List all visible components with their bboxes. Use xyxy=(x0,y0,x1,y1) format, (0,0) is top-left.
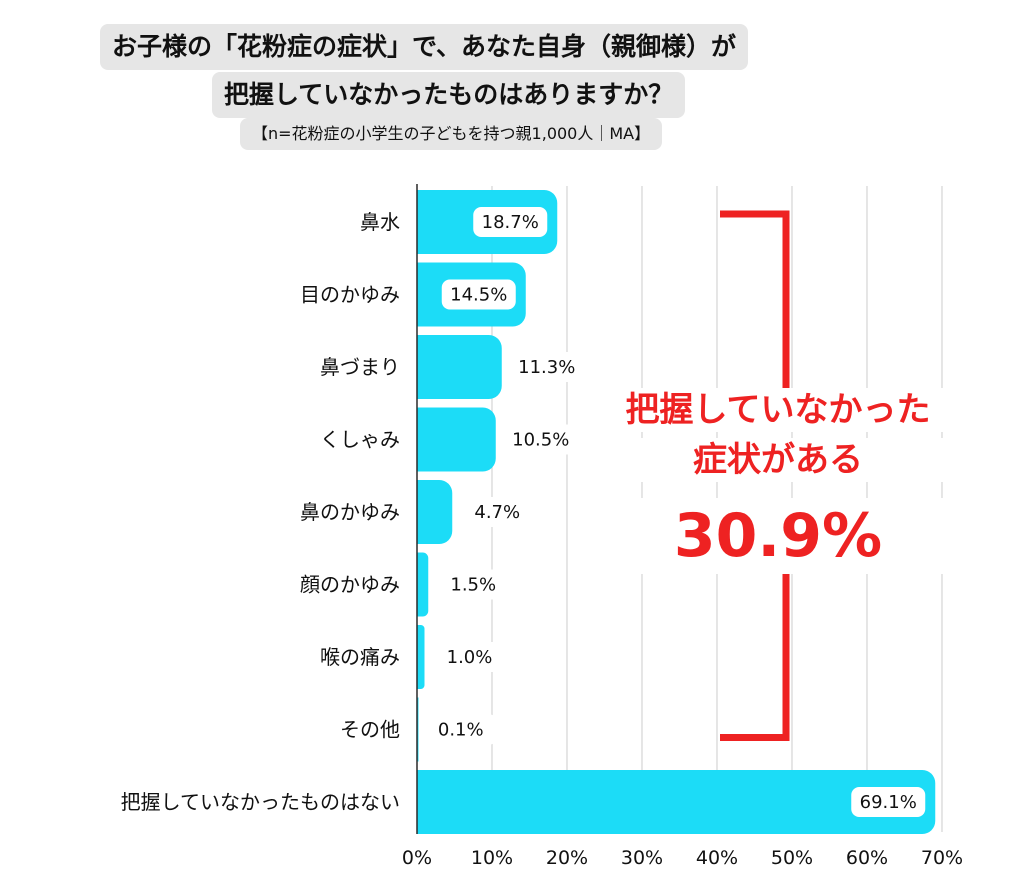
callout-line-1: 把握していなかった xyxy=(600,388,956,432)
value-label-pill xyxy=(460,497,535,527)
value-label-pill xyxy=(432,642,507,672)
value-label-pill xyxy=(436,569,511,600)
value-label-pill xyxy=(503,424,578,455)
chart-title-line-2: 把握していなかったものはありますか？ xyxy=(212,72,686,118)
callout-value: 30.9% xyxy=(600,498,956,574)
category-label: くしゃみ xyxy=(320,428,400,452)
category-label: その他 xyxy=(340,718,400,742)
category-label: 喉の痛み xyxy=(320,645,400,669)
bar xyxy=(403,335,502,399)
bar xyxy=(403,407,496,472)
x-tick-label: 50% xyxy=(771,847,813,869)
callout-line-2: 症状がある xyxy=(600,438,956,482)
x-tick-label: 20% xyxy=(546,847,588,869)
category-label: 鼻のかゆみ xyxy=(300,500,400,524)
axis-mask xyxy=(401,184,417,834)
x-tick-label: 60% xyxy=(846,847,888,869)
value-label: 11.3% xyxy=(518,357,575,378)
value-label: 4.7% xyxy=(474,502,520,523)
category-label: 目のかゆみ xyxy=(300,283,400,307)
category-label: 鼻水 xyxy=(360,210,400,234)
x-tick-label: 30% xyxy=(621,847,663,869)
bar xyxy=(403,770,936,834)
x-tick-label: 70% xyxy=(921,847,963,869)
category-label: 顔のかゆみ xyxy=(300,573,400,597)
x-tick-label: 0% xyxy=(402,847,432,869)
bracket-top xyxy=(720,210,790,389)
value-label-pill xyxy=(473,207,548,237)
value-label-pill xyxy=(441,279,516,310)
value-label-pill xyxy=(509,352,584,382)
chart-title-line-1: お子様の「花粉症の症状」で、あなた自身（親御様）が xyxy=(100,24,749,70)
value-label-pill xyxy=(423,714,498,745)
x-tick-label: 40% xyxy=(696,847,738,869)
value-label: 1.5% xyxy=(450,575,496,596)
value-label: 1.0% xyxy=(447,647,493,668)
value-label: 69.1% xyxy=(860,792,917,813)
bracket-bottom xyxy=(720,572,790,741)
category-label: 把握していなかったものはない xyxy=(121,790,400,814)
x-tick-label: 10% xyxy=(471,847,513,869)
value-label: 10.5% xyxy=(512,430,569,451)
value-label-pill xyxy=(851,787,926,817)
value-label: 18.7% xyxy=(482,212,539,233)
chart-subtitle: 【n=花粉症の小学生の子どもを持つ親1,000人｜MA】 xyxy=(240,118,663,150)
category-label: 鼻づまり xyxy=(320,355,400,379)
value-label: 14.5% xyxy=(450,285,507,306)
value-label: 0.1% xyxy=(438,720,484,741)
